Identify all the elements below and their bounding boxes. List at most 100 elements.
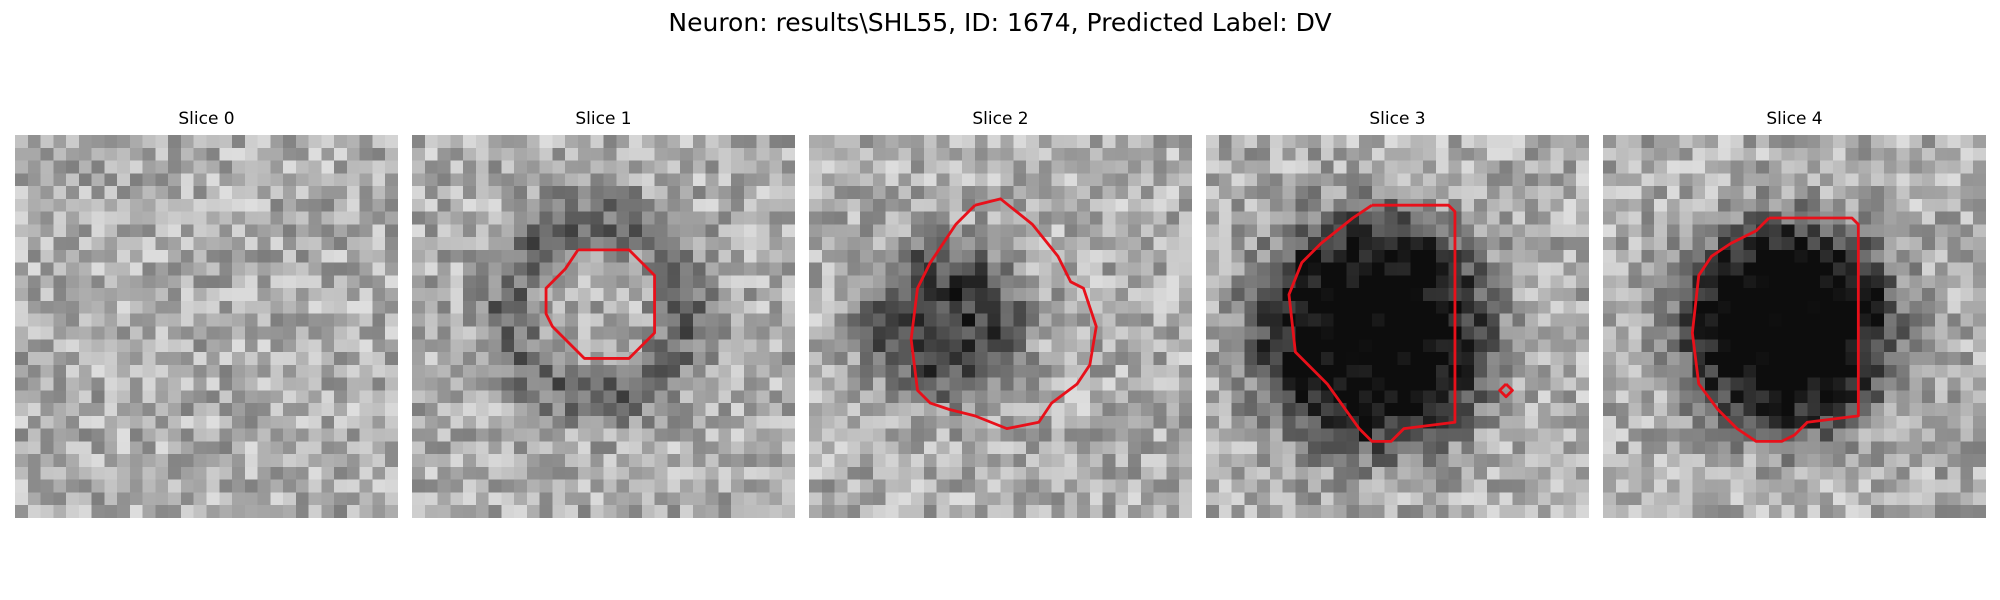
pixel (1333, 186, 1347, 200)
pixel (206, 479, 220, 493)
pixel (463, 339, 477, 353)
pixel (1282, 364, 1296, 378)
pixel (1397, 441, 1411, 455)
pixel (860, 390, 874, 404)
pixel (40, 479, 54, 493)
pixel (1218, 313, 1232, 327)
pixel (1947, 211, 1961, 225)
pixel (692, 352, 706, 366)
pixel (1064, 300, 1078, 314)
pixel (552, 454, 566, 468)
pixel (1781, 173, 1795, 187)
pixel (1410, 352, 1424, 366)
pixel (872, 479, 886, 493)
pixel (1615, 377, 1629, 391)
pixel (1845, 441, 1859, 455)
pixel (1871, 237, 1885, 251)
pixel (450, 211, 464, 225)
pixel (1730, 390, 1744, 404)
pixel (1794, 364, 1808, 378)
pixel (334, 211, 348, 225)
pixel (1858, 275, 1872, 289)
pixel (1269, 262, 1283, 276)
pixel (898, 466, 912, 480)
pixel (1102, 198, 1116, 212)
pixel (1115, 364, 1129, 378)
pixel (501, 160, 515, 174)
pixel (1218, 441, 1232, 455)
pixel (219, 237, 233, 251)
pixel (1537, 466, 1551, 480)
pixel (514, 173, 528, 187)
pixel (1089, 364, 1103, 378)
pixel (1603, 211, 1617, 225)
pixel (1218, 173, 1232, 187)
pixel (1883, 288, 1897, 302)
pixel (412, 390, 426, 404)
pixel (1832, 390, 1846, 404)
pixel (872, 352, 886, 366)
pixel (1512, 249, 1526, 263)
pixel (1947, 198, 1961, 212)
pixel (1371, 403, 1385, 417)
pixel (1140, 441, 1154, 455)
pixel (1896, 505, 1910, 518)
pixel (987, 390, 1001, 404)
pixel (1359, 160, 1373, 174)
pixel (1153, 390, 1167, 404)
pixel (590, 211, 604, 225)
pixel (193, 441, 207, 455)
pixel (1269, 454, 1283, 468)
pixel (1960, 313, 1974, 327)
pixel (1102, 492, 1116, 506)
pixel (437, 454, 451, 468)
pixel (705, 313, 719, 327)
pixel (129, 249, 143, 263)
pixel (1269, 313, 1283, 327)
pixel (692, 173, 706, 187)
pixel (667, 135, 681, 149)
pixel (1807, 352, 1821, 366)
pixel (1883, 237, 1897, 251)
pixel (1218, 403, 1232, 417)
pixel (1282, 492, 1296, 506)
pixel (769, 505, 783, 518)
pixel (1346, 377, 1360, 391)
pixel (168, 492, 182, 506)
pixel (1576, 326, 1589, 340)
pixel (334, 160, 348, 174)
pixel (412, 275, 426, 289)
pixel (1537, 454, 1551, 468)
pixel (1550, 135, 1564, 149)
pixel (923, 403, 937, 417)
pixel (27, 441, 41, 455)
pixel (1295, 160, 1309, 174)
pixel (769, 275, 783, 289)
pixel (1320, 364, 1334, 378)
pixel (1102, 262, 1116, 276)
pixel (962, 135, 976, 149)
pixel (15, 237, 29, 251)
pixel (1934, 198, 1948, 212)
pixel (1960, 249, 1974, 263)
pixel (911, 441, 925, 455)
pixel (898, 237, 912, 251)
pixel (1423, 173, 1437, 187)
pixel (974, 237, 988, 251)
pixel (680, 313, 694, 327)
pixel (1832, 237, 1846, 251)
pixel (283, 403, 297, 417)
pixel (1717, 390, 1731, 404)
pixel (142, 288, 156, 302)
pixel (129, 479, 143, 493)
pixel (1499, 224, 1513, 238)
pixel (1705, 160, 1719, 174)
pixel (1717, 505, 1731, 518)
pixel (809, 403, 823, 417)
pixel (743, 377, 757, 391)
pixel (577, 364, 591, 378)
pixel (603, 428, 617, 442)
pixel (1563, 377, 1577, 391)
pixel (1550, 428, 1564, 442)
pixel (1909, 428, 1923, 442)
